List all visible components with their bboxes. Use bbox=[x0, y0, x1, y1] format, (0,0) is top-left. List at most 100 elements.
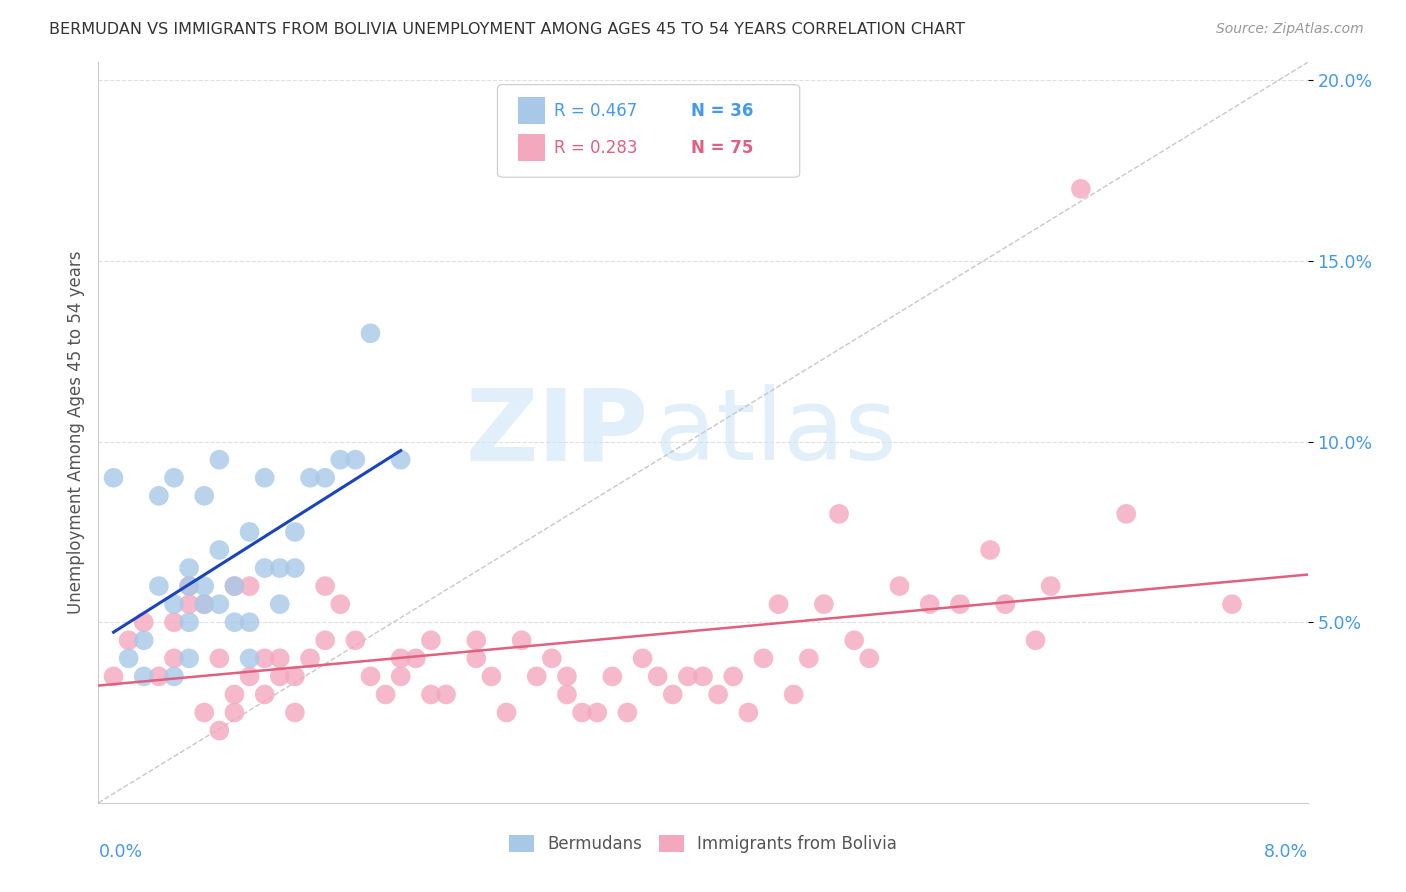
Point bbox=[239, 669, 262, 683]
Point bbox=[224, 579, 246, 593]
Point bbox=[844, 633, 866, 648]
Point bbox=[692, 669, 714, 683]
Point bbox=[208, 597, 231, 611]
Point bbox=[103, 471, 125, 485]
Point bbox=[163, 651, 186, 665]
FancyBboxPatch shape bbox=[517, 135, 544, 161]
Point bbox=[103, 669, 125, 683]
Point bbox=[224, 615, 246, 630]
Point bbox=[768, 597, 790, 611]
Point bbox=[208, 452, 231, 467]
Point bbox=[239, 651, 262, 665]
Point bbox=[616, 706, 638, 720]
Point bbox=[253, 471, 276, 485]
Point bbox=[163, 597, 186, 611]
Point bbox=[555, 688, 578, 702]
Point bbox=[783, 688, 806, 702]
Point bbox=[253, 651, 276, 665]
Point bbox=[889, 579, 911, 593]
Point bbox=[224, 706, 246, 720]
Text: 8.0%: 8.0% bbox=[1264, 843, 1308, 861]
Point bbox=[465, 651, 488, 665]
Point bbox=[118, 633, 141, 648]
Point bbox=[284, 669, 307, 683]
Point bbox=[132, 633, 155, 648]
Point bbox=[858, 651, 880, 665]
Point bbox=[979, 543, 1001, 558]
Text: R = 0.467: R = 0.467 bbox=[554, 102, 637, 120]
Point bbox=[389, 669, 412, 683]
Point bbox=[193, 489, 215, 503]
Point bbox=[193, 579, 215, 593]
Point bbox=[179, 579, 201, 593]
Point bbox=[434, 688, 457, 702]
Point bbox=[163, 471, 186, 485]
Point bbox=[224, 688, 246, 702]
FancyBboxPatch shape bbox=[498, 85, 800, 178]
Point bbox=[179, 651, 201, 665]
Text: 0.0%: 0.0% bbox=[98, 843, 142, 861]
Text: N = 36: N = 36 bbox=[690, 102, 754, 120]
Point bbox=[224, 579, 246, 593]
Point bbox=[389, 452, 412, 467]
Point bbox=[193, 706, 215, 720]
Point bbox=[314, 633, 336, 648]
Text: ZIP: ZIP bbox=[465, 384, 648, 481]
Point bbox=[661, 688, 683, 702]
Text: BERMUDAN VS IMMIGRANTS FROM BOLIVIA UNEMPLOYMENT AMONG AGES 45 TO 54 YEARS CORRE: BERMUDAN VS IMMIGRANTS FROM BOLIVIA UNEM… bbox=[49, 22, 965, 37]
Point bbox=[148, 579, 170, 593]
Point bbox=[495, 706, 517, 720]
Point bbox=[269, 597, 291, 611]
Point bbox=[526, 669, 548, 683]
Point bbox=[752, 651, 775, 665]
Point bbox=[163, 615, 186, 630]
Point bbox=[179, 579, 201, 593]
Point bbox=[314, 471, 336, 485]
Point bbox=[179, 597, 201, 611]
Point bbox=[269, 651, 291, 665]
Point bbox=[602, 669, 624, 683]
Point bbox=[179, 561, 201, 575]
Point bbox=[707, 688, 730, 702]
Point bbox=[1115, 507, 1137, 521]
Point bbox=[148, 669, 170, 683]
Point bbox=[465, 633, 488, 648]
Point bbox=[208, 723, 231, 738]
Point bbox=[510, 633, 533, 648]
Point bbox=[420, 633, 443, 648]
Point bbox=[1220, 597, 1243, 611]
Point bbox=[586, 706, 609, 720]
Point bbox=[344, 452, 367, 467]
Point bbox=[949, 597, 972, 611]
Point bbox=[631, 651, 654, 665]
Point bbox=[994, 597, 1017, 611]
Text: R = 0.283: R = 0.283 bbox=[554, 138, 638, 157]
Point bbox=[1039, 579, 1062, 593]
Point bbox=[828, 507, 851, 521]
Point bbox=[540, 651, 562, 665]
Point bbox=[329, 597, 352, 611]
Point bbox=[269, 561, 291, 575]
Legend: Bermudans, Immigrants from Bolivia: Bermudans, Immigrants from Bolivia bbox=[501, 826, 905, 861]
Y-axis label: Unemployment Among Ages 45 to 54 years: Unemployment Among Ages 45 to 54 years bbox=[66, 251, 84, 615]
Point bbox=[284, 561, 307, 575]
Point bbox=[314, 579, 336, 593]
Point bbox=[269, 669, 291, 683]
Point bbox=[420, 688, 443, 702]
Point bbox=[1025, 633, 1047, 648]
Point bbox=[389, 651, 412, 665]
FancyBboxPatch shape bbox=[517, 97, 544, 124]
Point bbox=[239, 524, 262, 539]
Point bbox=[148, 489, 170, 503]
Point bbox=[132, 615, 155, 630]
Point bbox=[179, 615, 201, 630]
Point bbox=[1070, 182, 1092, 196]
Point bbox=[253, 561, 276, 575]
Point bbox=[284, 706, 307, 720]
Point bbox=[797, 651, 820, 665]
Point bbox=[647, 669, 669, 683]
Point bbox=[571, 706, 593, 720]
Point bbox=[723, 669, 745, 683]
Point bbox=[132, 669, 155, 683]
Point bbox=[253, 688, 276, 702]
